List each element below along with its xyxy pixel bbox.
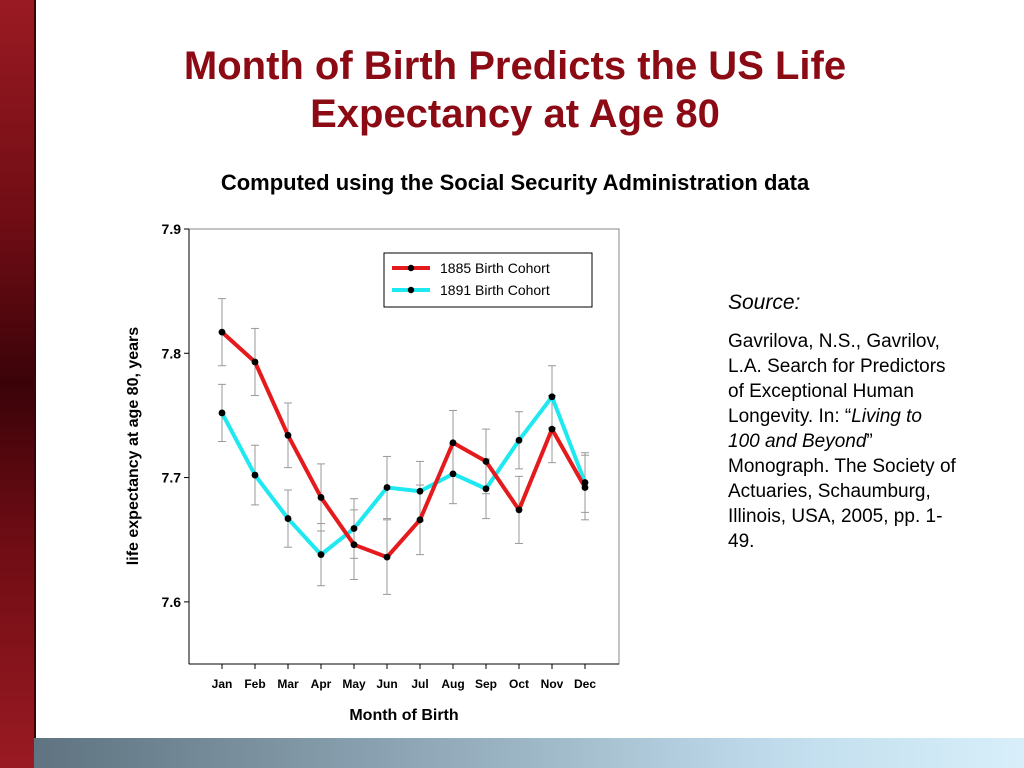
data-point-1891 (383, 484, 391, 491)
data-point-1885 (383, 553, 391, 561)
slide-title-line2: Expectancy at Age 80 (310, 92, 720, 136)
x-tick-label: Jan (212, 677, 233, 691)
data-point-1885 (218, 328, 226, 336)
x-tick-label: Dec (574, 677, 596, 691)
error-bars (218, 298, 589, 595)
legend-marker-1891 (407, 286, 415, 294)
source-text-italic: Living to 100 and Beyond (728, 406, 922, 452)
x-tick-label: Jun (376, 677, 397, 691)
series-points (218, 328, 589, 561)
source-body: Gavrilova, N.S., Gavrilov, L.A. Search f… (728, 329, 958, 554)
y-axis-ticks: 7.6 7.7 7.8 7.9 (162, 221, 189, 610)
x-tick-label: Mar (277, 677, 299, 691)
slide-title-line1: Month of Birth Predicts the US Life (183, 44, 847, 88)
data-point-1891 (548, 393, 556, 401)
y-tick-label: 7.9 (162, 221, 182, 237)
data-point-1885 (548, 425, 556, 433)
data-point-1885 (581, 484, 589, 491)
left-decorative-bar (0, 0, 36, 768)
data-point-1891 (581, 479, 589, 486)
legend: 1885 Birth Cohort 1891 Birth Cohort (383, 252, 593, 308)
x-axis-label: Month of Birth (349, 707, 458, 724)
legend-box (383, 252, 593, 308)
data-point-1891 (317, 551, 325, 559)
y-tick-label: 7.7 (162, 470, 182, 486)
y-tick-label: 7.6 (162, 594, 182, 610)
data-point-1885 (317, 494, 325, 501)
legend-marker-1885 (407, 264, 415, 272)
slide-subtitle: Computed using the Social Security Admin… (220, 170, 810, 195)
data-point-1891 (218, 409, 226, 417)
data-point-1891 (416, 487, 424, 495)
data-point-1885 (284, 431, 292, 439)
series-lines (220, 330, 587, 560)
source-text-part1: Gavrilova, N.S., Gavrilov, L.A. Search f… (728, 331, 946, 427)
x-tick-label: Oct (509, 677, 529, 691)
data-point-1885 (251, 358, 259, 366)
source-heading: Source: (728, 291, 801, 314)
data-point-1885 (416, 516, 424, 524)
data-point-1885 (449, 439, 457, 447)
data-point-1891 (482, 485, 490, 493)
data-point-1891 (515, 436, 523, 444)
bottom-decorative-bar (34, 738, 1024, 768)
data-point-1891 (284, 515, 292, 522)
slide-title: Month of Birth Predicts the US Life Expe… (60, 42, 970, 138)
data-point-1885 (350, 541, 358, 549)
source-citation: Source: Gavrilova, N.S., Gavrilov, L.A. … (728, 290, 958, 554)
x-tick-label: Aug (441, 677, 464, 691)
data-point-1885 (515, 506, 523, 514)
series-line-1885 (220, 330, 587, 560)
data-point-1891 (251, 471, 259, 479)
x-tick-label: May (342, 677, 366, 691)
source-text-part2: ” Monograph. The Society of Actuaries, S… (728, 431, 956, 552)
x-tick-label: Jul (411, 677, 428, 691)
x-tick-label: Apr (311, 677, 332, 691)
data-point-1891 (449, 470, 457, 478)
y-tick-label: 7.8 (162, 345, 182, 361)
data-point-1891 (350, 525, 358, 532)
series-line-1891 (220, 394, 587, 557)
x-tick-label: Nov (541, 677, 564, 691)
legend-label-1885: 1885 Birth Cohort (440, 260, 550, 276)
y-axis-label: life expectancy at age 80, years (125, 327, 142, 565)
x-tick-label: Sep (475, 677, 497, 691)
x-axis-ticks: Jan Feb Mar Apr May Jun Jul Aug Sep Oct Nov Dec (212, 664, 596, 691)
data-point-1885 (482, 458, 490, 465)
x-tick-label: Feb (244, 677, 265, 691)
legend-label-1891: 1891 Birth Cohort (440, 282, 550, 298)
